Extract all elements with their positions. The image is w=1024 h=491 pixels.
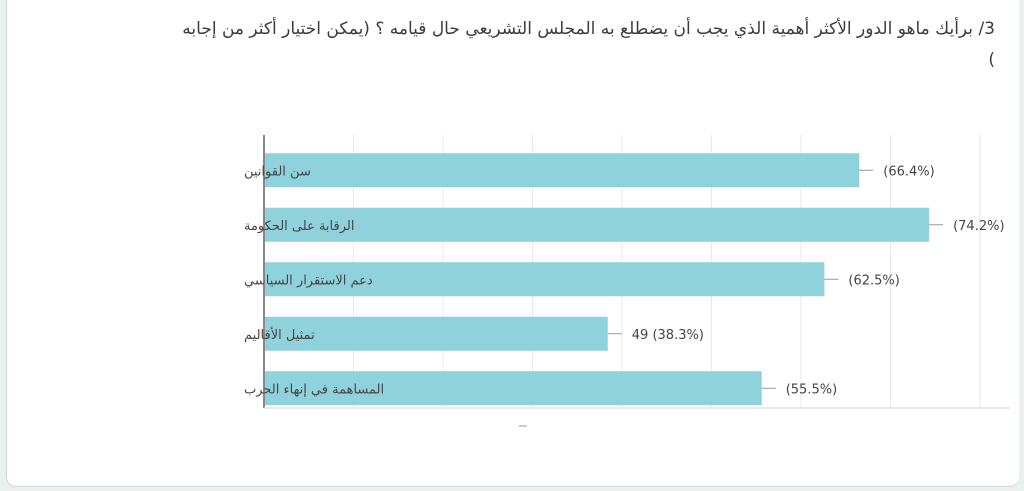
data-label: 49 (38.3%) xyxy=(632,328,704,343)
data-label: (62.5%) xyxy=(848,273,899,288)
category-label: تمثيل الأقاليم xyxy=(244,326,315,343)
data-label: (66.4%) xyxy=(883,164,934,179)
bar xyxy=(265,153,860,188)
category-label: سن القوانين xyxy=(244,164,311,179)
bar xyxy=(265,207,930,242)
bar xyxy=(265,262,825,297)
bar xyxy=(265,371,762,406)
category-label: المساهمة في إنهاء الحرب xyxy=(244,382,384,397)
question-title: 3/ برأيك ماهو الدور الأكثر أهمية الذي يج… xyxy=(182,19,995,70)
category-label: دعم الاستقرار السياسي xyxy=(244,273,373,288)
data-label: (55.5%) xyxy=(786,382,837,397)
data-label: (74.2%) xyxy=(953,219,1004,234)
category-label: الرقابة على الحكومة xyxy=(244,219,354,234)
bar xyxy=(265,316,608,351)
question-card: 3/ برأيك ماهو الدور الأكثر أهمية الذي يج… xyxy=(6,0,1019,487)
